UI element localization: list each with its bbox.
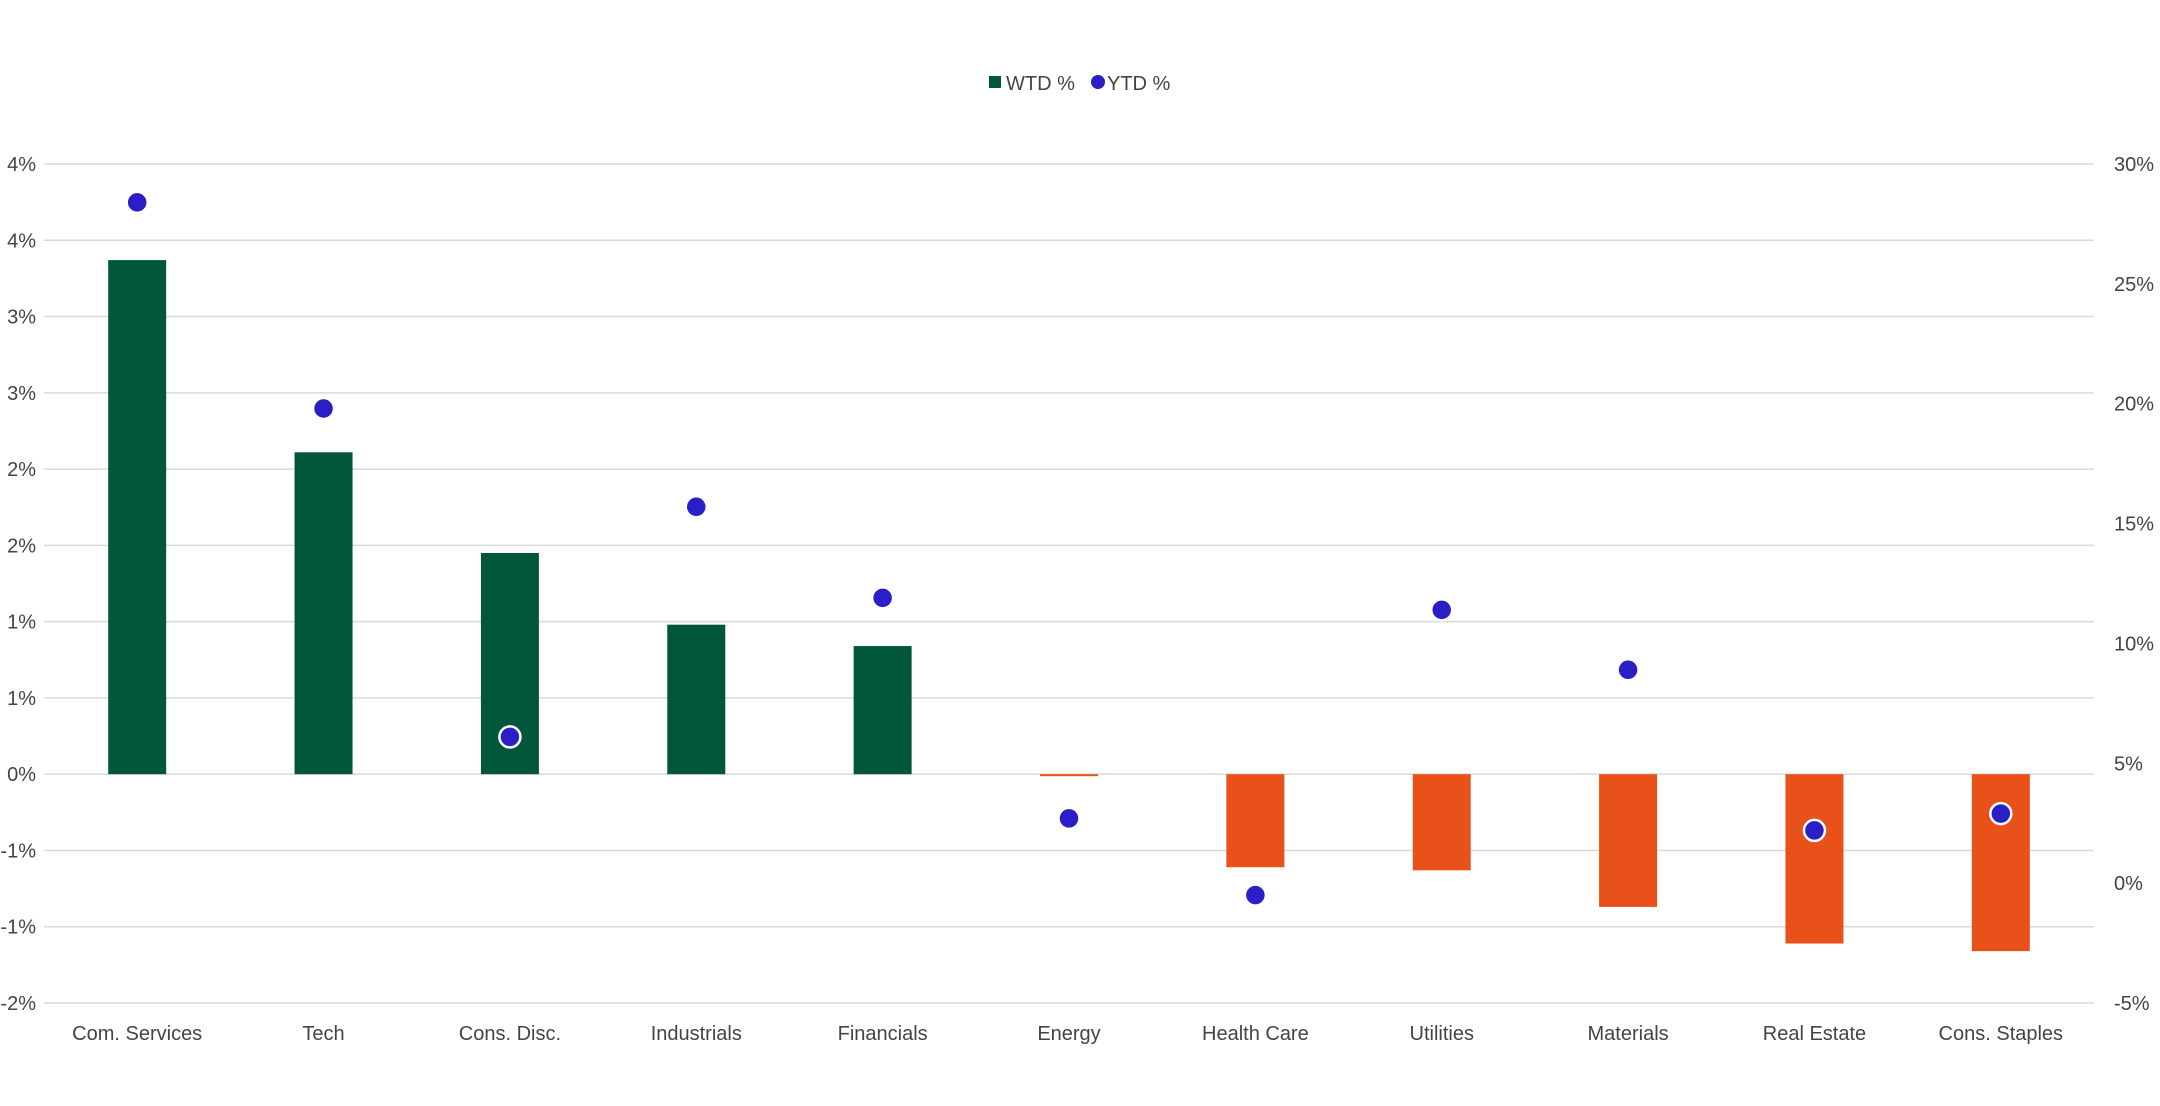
right-tick-label: -5%: [2114, 993, 2150, 1015]
category-label: Com. Services: [72, 1023, 202, 1045]
ytd-dots: [125, 190, 2013, 907]
left-tick-label: -1%: [0, 917, 36, 939]
left-tick-label: 4%: [7, 230, 36, 252]
left-tick-label: 2%: [7, 535, 36, 557]
category-label: Tech: [302, 1023, 344, 1045]
point-ytd: [1989, 801, 2013, 826]
bar-wtd: [1226, 774, 1285, 868]
legend-swatch-wtd: [989, 76, 1001, 88]
point-ytd: [1802, 818, 1827, 843]
right-tick-label: 25%: [2114, 274, 2154, 296]
right-tick-label: 5%: [2114, 753, 2143, 775]
bar-wtd: [667, 624, 726, 775]
point-ytd: [498, 725, 522, 749]
category-label: Health Care: [1202, 1023, 1309, 1045]
point-ytd: [1243, 883, 1268, 907]
bar-wtd: [1412, 774, 1471, 871]
right-tick-label: 0%: [2114, 873, 2143, 895]
legend-label-ytd: YTD %: [1107, 73, 1171, 95]
point-ytd: [125, 190, 149, 215]
left-tick-label: 1%: [7, 688, 36, 710]
bar-wtd: [1971, 774, 2030, 952]
left-tick-label: 4%: [7, 154, 36, 176]
point-ytd: [870, 586, 895, 610]
left-tick-label: 2%: [7, 459, 36, 481]
category-label: Materials: [1588, 1023, 1669, 1045]
bar-wtd: [1785, 774, 1844, 944]
right-axis: -5% 0% 5% 10% 15% 20% 25% 30%: [2114, 154, 2154, 1015]
point-ytd: [1429, 598, 1454, 622]
point-ytd: [311, 396, 336, 421]
left-tick-label: -1%: [0, 840, 36, 862]
category-label: Cons. Disc.: [459, 1023, 561, 1045]
category-label: Real Estate: [1763, 1023, 1866, 1045]
right-tick-label: 10%: [2114, 633, 2154, 655]
left-tick-label: -2%: [0, 993, 36, 1015]
category-labels: Com. Services Tech Cons. Disc. Industrials F…: [72, 1023, 2063, 1045]
bar-wtd: [108, 260, 167, 775]
bar-wtd: [294, 452, 353, 775]
point-ytd: [1616, 658, 1640, 682]
right-tick-label: 30%: [2114, 154, 2154, 176]
right-tick-label: 20%: [2114, 394, 2154, 416]
wtd-bars: [108, 260, 2030, 952]
category-label: Financials: [838, 1023, 928, 1045]
legend-swatch-ytd: [1091, 75, 1105, 89]
left-tick-label: 3%: [7, 307, 36, 329]
category-label: Energy: [1037, 1023, 1100, 1045]
left-axis: -2% -1% -1% 0% 1% 1% 2% 2% 3% 3% 4% 4%: [0, 154, 36, 1015]
category-label: Utilities: [1410, 1023, 1474, 1045]
left-tick-label: 1%: [7, 612, 36, 634]
legend-label-wtd: WTD %: [1006, 73, 1075, 95]
left-tick-label: 0%: [7, 764, 36, 786]
category-label: Industrials: [651, 1023, 742, 1045]
legend: WTD % YTD %: [989, 73, 1171, 95]
left-tick-label: 3%: [7, 383, 36, 405]
bar-wtd: [853, 646, 912, 775]
point-ytd: [1057, 806, 1081, 831]
right-tick-label: 15%: [2114, 514, 2154, 536]
point-ytd: [684, 495, 709, 519]
category-label: Cons. Staples: [1939, 1023, 2064, 1045]
bar-wtd: [1599, 774, 1658, 907]
gridlines: [44, 163, 2094, 1004]
bar-wtd: [1040, 774, 1098, 777]
